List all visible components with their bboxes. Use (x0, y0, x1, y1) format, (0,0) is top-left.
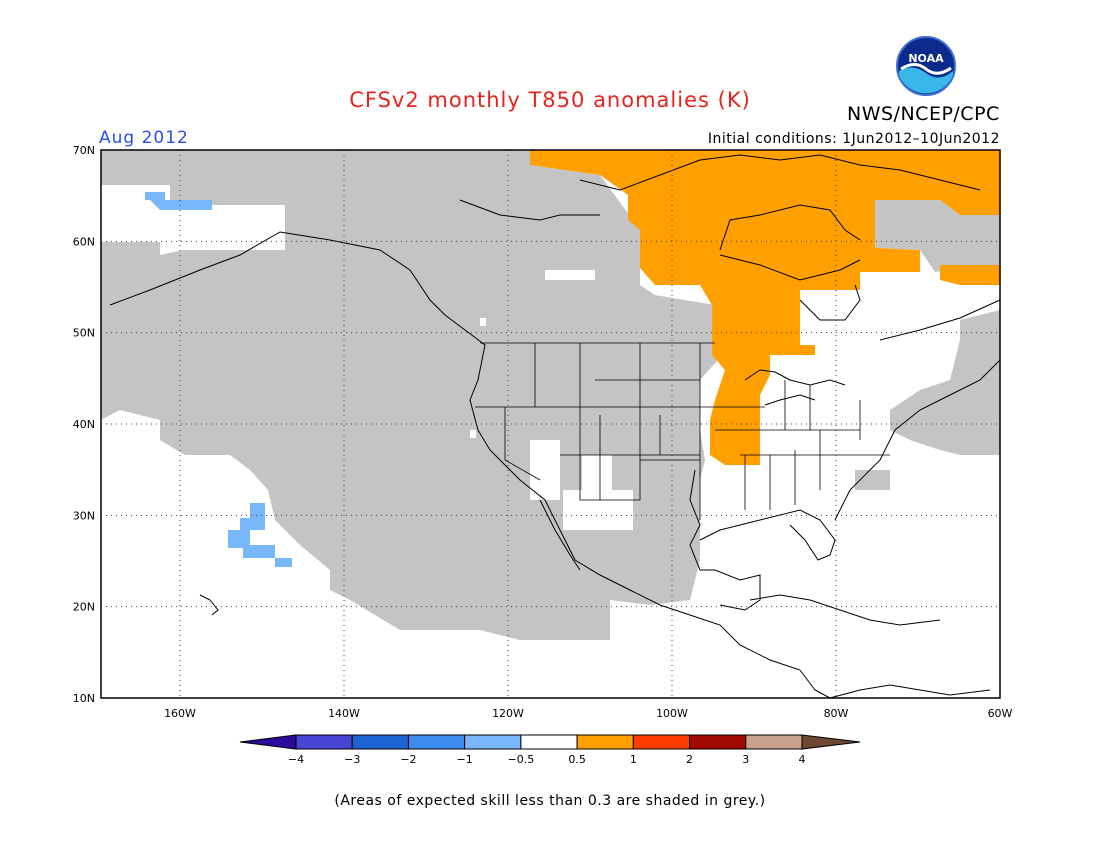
lon-label: 100W (656, 707, 688, 720)
colorbar-box (520, 734, 578, 750)
colorbar-left-arrow (239, 734, 297, 750)
colorbar-tick-label: −3 (344, 753, 360, 766)
colorbar-tick-label: 1 (630, 753, 637, 766)
colorbar-box (464, 734, 522, 750)
chart-title: CFSv2 monthly T850 anomalies (K) (349, 88, 751, 112)
longitude-labels: 160W 140W 120W 100W 80W 60W (164, 707, 1012, 720)
colorbar-tick-label: 4 (799, 753, 806, 766)
coastlines (109, 154, 1001, 699)
lat-label: 30N (73, 509, 95, 522)
lon-label: 140W (328, 707, 360, 720)
lon-label: 60W (988, 707, 1013, 720)
colorbar-tick-label: 2 (686, 753, 693, 766)
grey-region-alaska-top (101, 150, 290, 200)
grey-region-northeast (875, 200, 1000, 272)
orange-region-canada (530, 150, 1000, 465)
orange-warm-anomaly (530, 150, 1000, 465)
white-holes (100, 185, 633, 530)
lat-label: 50N (73, 327, 95, 340)
colorbar-box (689, 734, 747, 750)
colorbar-tick-label: 0.5 (568, 753, 586, 766)
valid-month: Aug 2012 (99, 128, 189, 148)
map-frame (100, 149, 1001, 699)
colorbar-tick-label: 3 (742, 753, 749, 766)
colorbar-box (295, 734, 353, 750)
grey-region-southeast (855, 470, 890, 490)
latitude-labels: 70N 60N 50N 40N 30N 20N 10N (73, 144, 95, 705)
colorbar-tick-label: −1 (457, 753, 473, 766)
lat-label: 70N (73, 144, 95, 157)
agency-label: NWS/NCEP/CPC (847, 103, 1000, 125)
colorbar-box (632, 734, 691, 750)
lon-label: 80W (824, 707, 849, 720)
logo-text: NOAA (908, 52, 944, 65)
noaa-logo: NOAA (895, 35, 957, 101)
colorbar-right-arrow (801, 734, 861, 750)
grey-region-atlantic (890, 310, 1000, 455)
lon-label: 120W (492, 707, 524, 720)
lat-label: 60N (73, 235, 95, 248)
colorbar-tick-label: −2 (400, 753, 416, 766)
colorbar-tick-label: −4 (288, 753, 304, 766)
colorbar-box (745, 734, 803, 750)
blue-cool-anomaly (145, 192, 292, 567)
lon-label: 160W (164, 707, 196, 720)
lat-label: 10N (73, 692, 95, 705)
colorbar-box (576, 734, 634, 750)
colorbar-tick-label: −0.5 (508, 753, 535, 766)
colorbar-box (407, 734, 466, 750)
skill-footnote: (Areas of expected skill less than 0.3 a… (334, 793, 766, 809)
orange-region-labrador (940, 265, 1000, 285)
lat-label: 40N (73, 418, 95, 431)
initial-conditions: Initial conditions: 1Jun2012–10Jun2012 (707, 131, 1000, 147)
blue-region-alaska (145, 192, 212, 210)
blue-region-pacific (228, 503, 292, 567)
lat-label: 20N (73, 601, 95, 614)
colorbar-box (351, 734, 409, 750)
